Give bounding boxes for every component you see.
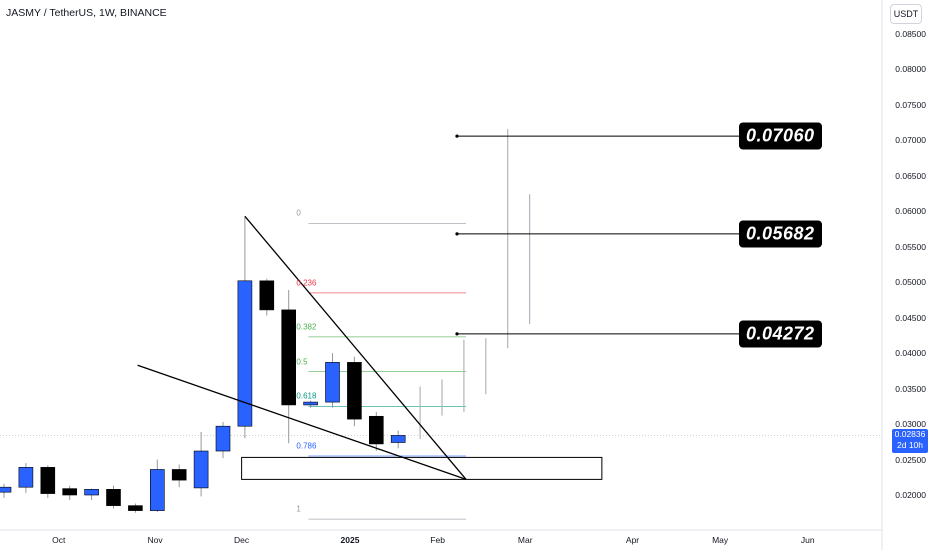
time-tick-label: Oct (52, 535, 66, 545)
candle-up (193, 450, 209, 489)
price-tick-label: 0.03500 (895, 383, 926, 394)
price-tick-label: 0.08000 (895, 64, 926, 75)
candle-down (368, 415, 384, 445)
price-tick-label: 0.06500 (895, 170, 926, 181)
time-tick-label: Dec (234, 535, 250, 545)
price-tick-label: 0.05000 (895, 277, 926, 288)
currency-unit-button[interactable]: USDT (890, 4, 922, 24)
fib-level-label: 0.618 (296, 391, 317, 401)
chart-title: JASMY / TetherUS, 1W, BINANCE (6, 7, 167, 19)
candle-up (18, 467, 34, 488)
candle-down (128, 505, 143, 511)
fib-level-label: 1 (296, 504, 301, 514)
fib-level-label: 0.786 (296, 441, 317, 451)
candle-up (215, 425, 231, 452)
price-tick-label: 0.04000 (895, 348, 926, 359)
price-tick-label: 0.07500 (895, 99, 926, 110)
price-tick-label: 0.02500 (895, 454, 926, 465)
price-tick-label: 0.03000 (895, 419, 926, 430)
candle-up (0, 486, 12, 493)
candle-down (106, 489, 121, 506)
time-tick-label: Nov (147, 535, 163, 545)
candle-up (390, 435, 406, 443)
time-tick-label: 2025 (340, 535, 360, 545)
price-tick-label: 0.06000 (895, 206, 926, 217)
time-tick-label: Jun (800, 535, 815, 545)
target-price-label: 0.05682 (739, 220, 822, 248)
time-tick-label: May (712, 535, 729, 545)
time-tick-label: Feb (430, 535, 445, 545)
candle-down (281, 309, 297, 406)
fib-level-label: 0.5 (296, 357, 308, 367)
fib-level-label: 0.236 (296, 278, 317, 288)
trendline (137, 364, 467, 481)
candle-down (259, 280, 275, 311)
fib-level-label: 0 (296, 208, 301, 218)
candle-up (150, 469, 165, 511)
candle-down (62, 488, 78, 496)
candle-countdown: 2d 10h (897, 440, 923, 450)
candle-up (325, 362, 340, 403)
candle-up (303, 401, 318, 406)
current-price-value: 0.02836 (894, 429, 926, 439)
price-tick-label: 0.07000 (895, 135, 926, 146)
candle-down (40, 467, 56, 494)
time-tick-label: Mar (517, 535, 533, 545)
current-price-badge: 0.02836 2d 10h (892, 429, 928, 453)
price-tick-label: 0.02000 (895, 489, 926, 500)
candle-down (347, 362, 362, 420)
fib-level-label: 0.382 (296, 322, 317, 332)
time-tick-label: Apr (625, 535, 640, 545)
price-tick-label: 0.04500 (895, 312, 926, 323)
candle-up (237, 280, 253, 427)
target-price-label: 0.04272 (739, 320, 822, 348)
support-zone (241, 456, 603, 480)
trendline (244, 215, 467, 480)
price-tick-label: 0.08500 (895, 29, 926, 39)
candle-up (84, 489, 99, 496)
candle-down (171, 469, 187, 481)
target-price-label: 0.07060 (739, 122, 822, 150)
price-tick-label: 0.05500 (895, 241, 926, 252)
